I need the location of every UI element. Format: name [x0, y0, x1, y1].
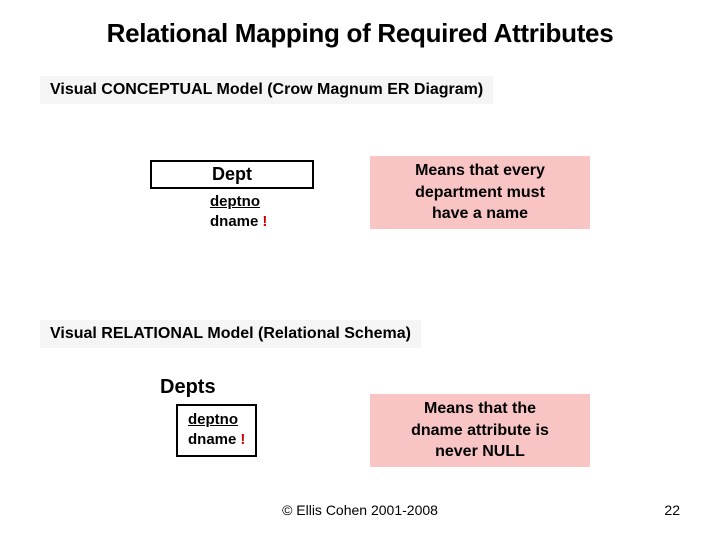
- relational-attr-dname: dname!: [188, 430, 245, 450]
- page-number: 22: [664, 502, 680, 518]
- note-conceptual-line3: have a name: [380, 203, 580, 225]
- rel-attr-req: dname: [188, 431, 236, 448]
- entity-box-dept: Dept: [150, 160, 314, 189]
- relational-box: deptno dname!: [176, 404, 257, 457]
- note-conceptual-line1: Means that every: [380, 160, 580, 182]
- relational-title: Depts: [160, 376, 216, 399]
- note-conceptual: Means that every department must have a …: [370, 156, 590, 229]
- attr-pk: deptno: [210, 193, 260, 210]
- entity-attributes: deptno dname!: [210, 192, 267, 233]
- exclamation-icon: !: [240, 431, 245, 448]
- note-relational: Means that the dname attribute is never …: [370, 394, 590, 467]
- note-conceptual-line2: department must: [380, 182, 580, 204]
- section-conceptual-label: Visual CONCEPTUAL Model (Crow Magnum ER …: [40, 76, 493, 104]
- attr-req: dname: [210, 213, 258, 230]
- relational-attr-deptno: deptno: [188, 410, 245, 430]
- footer-copyright: © Ellis Cohen 2001-2008: [0, 502, 720, 518]
- slide-title: Relational Mapping of Required Attribute…: [0, 18, 720, 49]
- entity-attr-dname: dname!: [210, 212, 267, 232]
- rel-attr-pk: deptno: [188, 411, 238, 428]
- exclamation-icon: !: [262, 213, 267, 230]
- note-relational-line3: never NULL: [380, 441, 580, 463]
- note-relational-line2: dname attribute is: [380, 420, 580, 442]
- note-relational-line1: Means that the: [380, 398, 580, 420]
- entity-attr-deptno: deptno: [210, 192, 267, 212]
- section-relational-label: Visual RELATIONAL Model (Relational Sche…: [40, 320, 421, 348]
